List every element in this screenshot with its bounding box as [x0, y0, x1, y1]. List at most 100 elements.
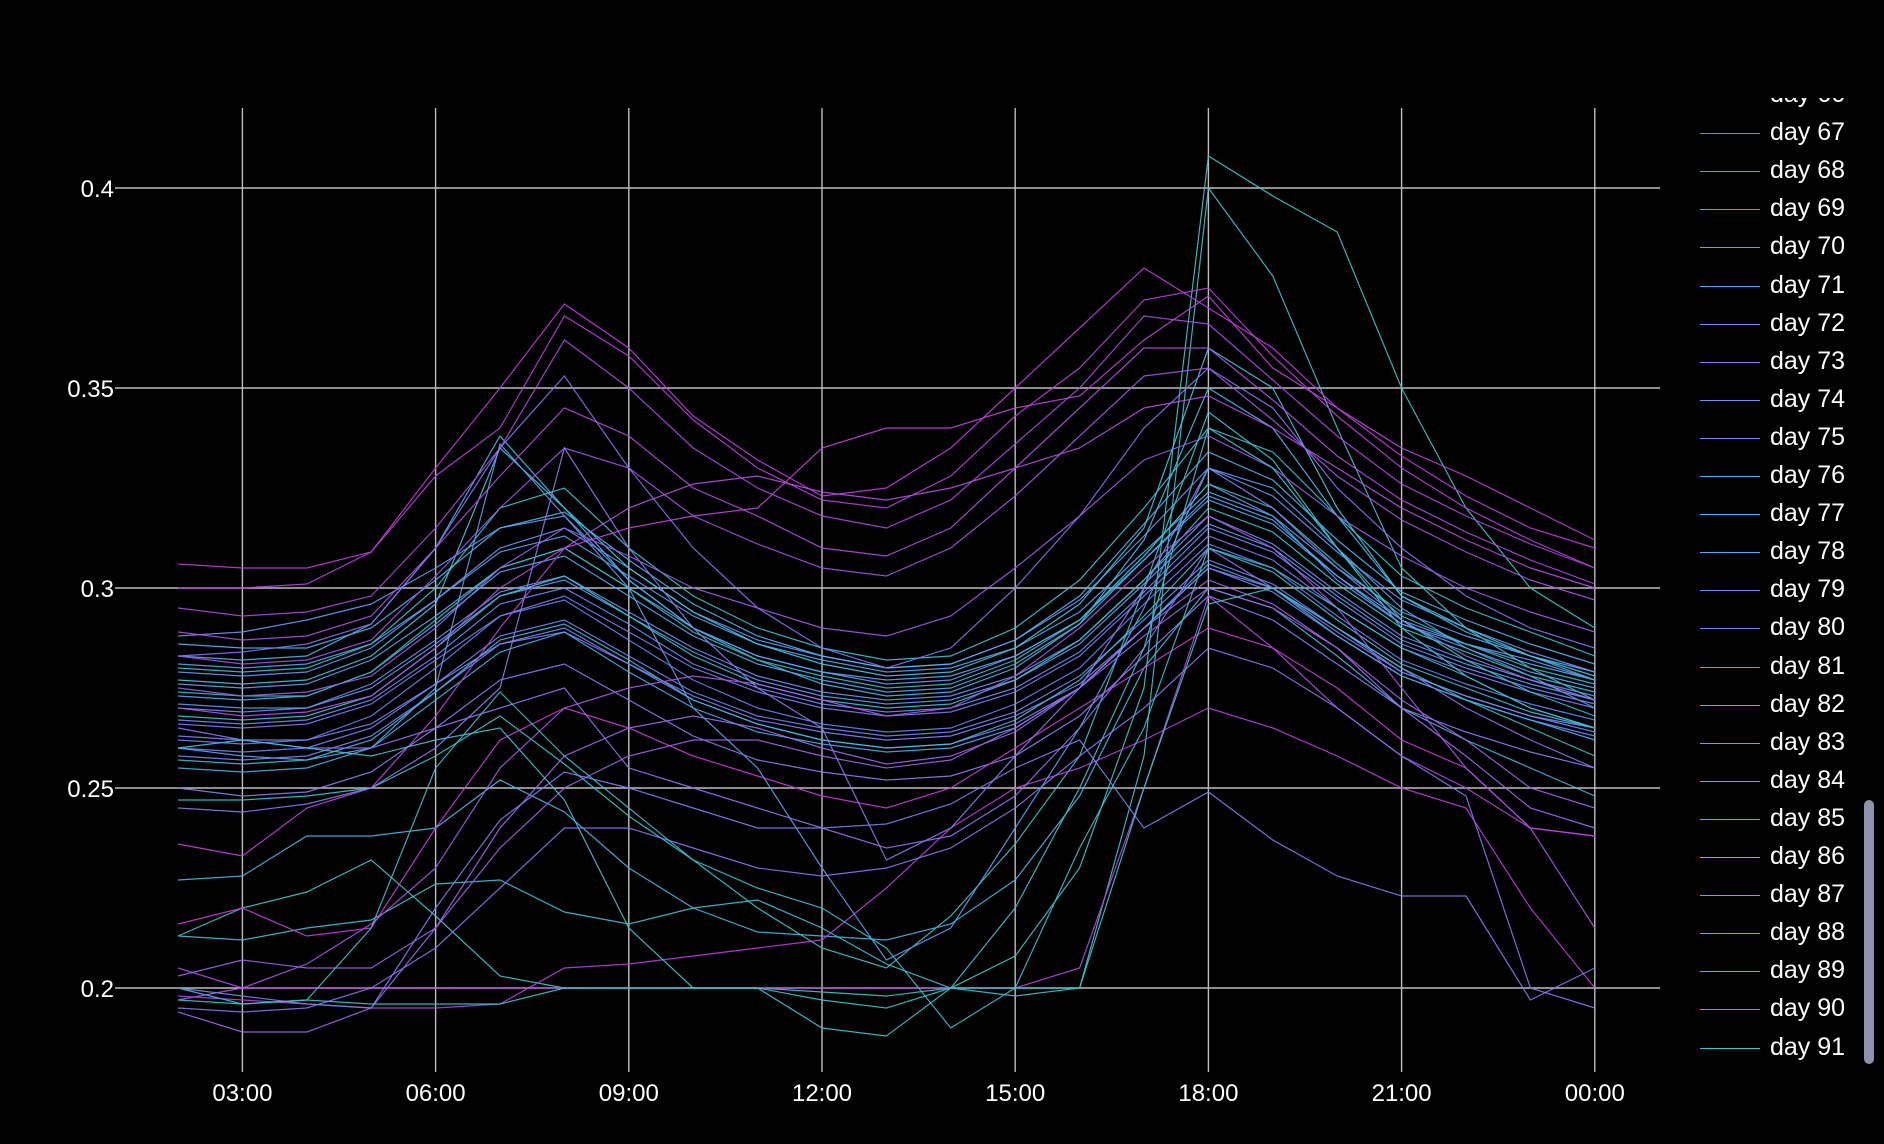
series-line[interactable] [178, 287, 1596, 589]
legend-label: day 73 [1770, 346, 1846, 375]
legend-swatch [1700, 209, 1760, 211]
legend-item[interactable]: day 76 [1690, 457, 1860, 495]
legend-item[interactable]: day 67 [1690, 114, 1860, 152]
legend-item[interactable]: day 74 [1690, 381, 1860, 419]
series-line[interactable] [177, 367, 1595, 669]
series-line[interactable] [177, 427, 1596, 673]
series-line[interactable] [177, 483, 1595, 697]
series-line[interactable] [177, 559, 1595, 753]
series-line[interactable] [177, 186, 1596, 997]
series-line[interactable] [177, 627, 1595, 937]
legend-swatch [1700, 590, 1760, 592]
legend-swatch [1700, 933, 1760, 935]
series-line[interactable] [177, 446, 1595, 861]
series-line[interactable] [177, 647, 1595, 1013]
series-line[interactable] [177, 387, 1596, 697]
series-line[interactable] [177, 315, 1596, 617]
series-line[interactable] [177, 523, 1595, 709]
legend-item[interactable]: day 90 [1690, 990, 1860, 1028]
legend-item[interactable]: day 89 [1690, 952, 1860, 990]
series-line[interactable] [177, 543, 1595, 745]
legend-item[interactable]: day 69 [1690, 190, 1860, 228]
legend-item[interactable]: day 77 [1690, 495, 1860, 533]
series-line[interactable] [177, 707, 1596, 1009]
legend-swatch [1700, 285, 1760, 287]
legend-item[interactable]: day 80 [1690, 609, 1860, 647]
legend-item[interactable]: day 87 [1690, 876, 1860, 914]
legend-item[interactable]: day 91 [1690, 1029, 1860, 1067]
legend-item[interactable]: day 83 [1690, 724, 1860, 762]
legend-item[interactable]: day 73 [1690, 343, 1860, 381]
series-line[interactable] [177, 154, 1596, 997]
series-line[interactable] [177, 587, 1596, 941]
axis-labels: 0.2 0.25 0.3 0.35 0.4 03:00 06:00 09:00 12:00 15:… [67, 176, 1625, 1107]
legend-scrollbar[interactable] [1864, 800, 1874, 1064]
series-line[interactable] [177, 594, 1595, 989]
legend-item[interactable]: day 88 [1690, 914, 1860, 952]
legend-swatch [1700, 247, 1760, 249]
series-line[interactable] [177, 483, 1595, 685]
series-line[interactable] [177, 347, 1596, 641]
series-line[interactable] [177, 499, 1595, 689]
legend-item[interactable]: day 81 [1690, 648, 1860, 686]
series-line[interactable] [177, 427, 1595, 1037]
series-line[interactable] [177, 587, 1596, 1009]
legend-label: day 81 [1770, 651, 1846, 680]
legend-item[interactable]: day 84 [1690, 762, 1860, 800]
legend-item[interactable]: day 78 [1690, 533, 1860, 571]
series-line[interactable] [177, 515, 1595, 713]
series-lines [177, 154, 1596, 1037]
legend-item[interactable]: day 86 [1690, 838, 1860, 876]
series-line[interactable] [177, 547, 1595, 1029]
x-tick-label: 15:00 [985, 1080, 1045, 1107]
legend-swatch [1700, 323, 1760, 325]
legend-swatch [1700, 895, 1760, 897]
series-line[interactable] [177, 567, 1595, 741]
legend-item[interactable]: day 75 [1690, 419, 1860, 457]
series-line[interactable] [177, 535, 1595, 729]
legend-item[interactable]: day 70 [1690, 228, 1860, 266]
legend-label: day 66 [1770, 98, 1845, 109]
legend-label: day 77 [1770, 499, 1846, 528]
legend-swatch [1700, 171, 1760, 173]
series-line[interactable] [177, 595, 1595, 797]
legend-swatch [1700, 818, 1760, 820]
series-line[interactable] [177, 435, 1595, 697]
legend-item[interactable]: day 85 [1690, 800, 1860, 838]
legend-item[interactable]: day 82 [1690, 686, 1860, 724]
series-line[interactable] [178, 411, 1596, 969]
series-line[interactable] [177, 739, 1596, 1009]
legend-swatch [1700, 1047, 1760, 1049]
legend-swatch [1700, 361, 1760, 363]
grid [115, 108, 1660, 1072]
series-line[interactable] [177, 347, 1595, 685]
legend-item[interactable]: day 79 [1690, 571, 1860, 609]
series-line[interactable] [177, 495, 1595, 701]
series-line[interactable] [177, 442, 1596, 961]
legend[interactable]: day 66 day 67 day 68 day 69 day 70 day 71 day … [1690, 98, 1860, 1068]
legend-label: day 74 [1770, 384, 1846, 413]
legend-item[interactable]: day 68 [1690, 152, 1860, 190]
series-line[interactable] [177, 579, 1595, 1033]
series-line[interactable] [177, 367, 1595, 665]
y-tick-label: 0.4 [81, 176, 114, 203]
legend-label: day 68 [1770, 156, 1846, 185]
legend-label: day 67 [1770, 118, 1846, 147]
series-line[interactable] [177, 267, 1595, 569]
legend-item[interactable]: day 66 [1690, 98, 1860, 114]
legend-item[interactable]: day 72 [1690, 305, 1860, 343]
legend-swatch [1700, 857, 1760, 858]
series-line[interactable] [177, 563, 1595, 773]
series-line[interactable] [177, 515, 1596, 1001]
legend-swatch [1700, 437, 1760, 439]
legend-item[interactable]: day 71 [1690, 267, 1860, 305]
x-tick-label: 00:00 [1565, 1080, 1625, 1107]
series-line[interactable] [177, 395, 1595, 717]
series-line[interactable] [177, 295, 1596, 857]
legend-label: day 70 [1770, 232, 1846, 261]
legend-label: day 69 [1770, 194, 1846, 223]
series-line[interactable] [177, 527, 1595, 725]
legend-label: day 85 [1770, 803, 1846, 832]
series-line[interactable] [177, 491, 1595, 673]
